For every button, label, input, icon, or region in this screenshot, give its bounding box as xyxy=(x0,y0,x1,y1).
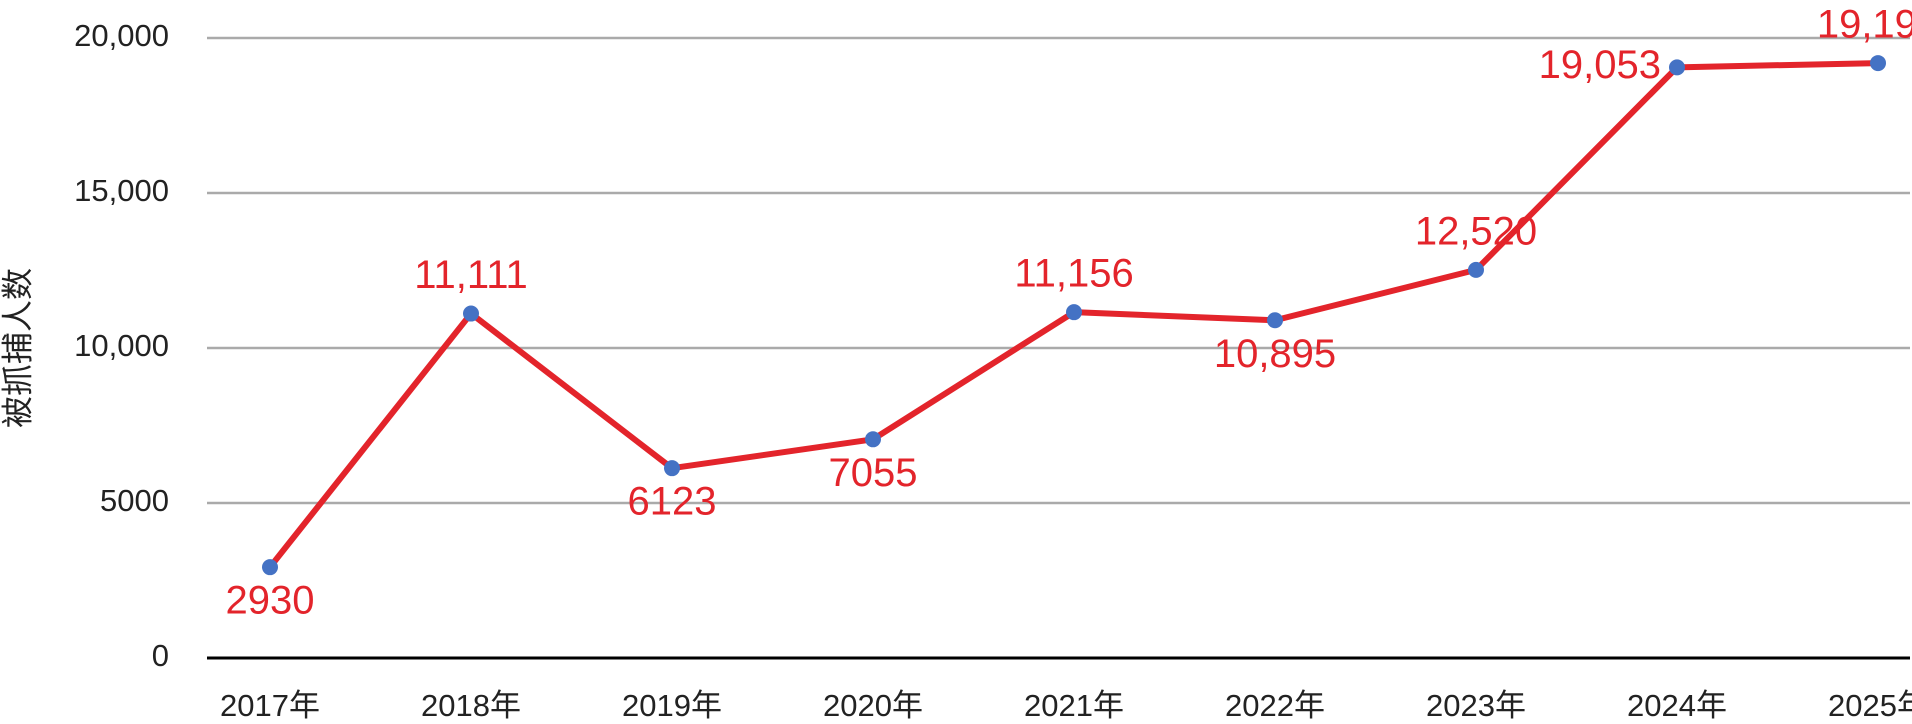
y-tick-label: 5000 xyxy=(100,483,169,518)
y-tick-label: 10,000 xyxy=(74,328,169,363)
x-tick-label: 2017年 xyxy=(220,688,320,723)
x-tick-label: 2023年 xyxy=(1426,688,1526,723)
x-tick-label: 2018年 xyxy=(421,688,521,723)
x-tick-label: 2019年 xyxy=(622,688,722,723)
data-label: 11,111 xyxy=(414,253,527,297)
point xyxy=(1870,55,1886,72)
point xyxy=(1267,312,1283,329)
data-label: 19,191 xyxy=(1817,3,1912,47)
y-tick-label: 20,000 xyxy=(74,18,169,53)
data-label: 10,895 xyxy=(1214,332,1336,376)
x-tick-label: 2020年 xyxy=(823,688,923,723)
data-label: 7055 xyxy=(829,451,918,495)
data-label: 12,520 xyxy=(1415,209,1537,253)
x-tick-label: 2025年 xyxy=(1828,688,1912,723)
x-tick-label: 2022年 xyxy=(1225,688,1325,723)
data-label: 2930 xyxy=(226,579,315,623)
x-tick-label: 2024年 xyxy=(1627,688,1727,723)
point xyxy=(1468,261,1484,278)
data-label: 6123 xyxy=(628,480,717,524)
x-tick-label: 2021年 xyxy=(1024,688,1124,723)
point xyxy=(1066,304,1082,321)
data-label: 11,156 xyxy=(1014,252,1133,296)
point xyxy=(664,460,680,477)
y-tick-label: 0 xyxy=(152,638,169,673)
y-tick-label: 15,000 xyxy=(74,173,169,208)
data-label: 19,053 xyxy=(1539,43,1661,87)
point xyxy=(262,559,278,576)
point xyxy=(463,305,479,322)
point xyxy=(1669,59,1685,76)
point xyxy=(865,431,881,448)
y-axis-title: 被抓捕人数 xyxy=(0,268,35,428)
